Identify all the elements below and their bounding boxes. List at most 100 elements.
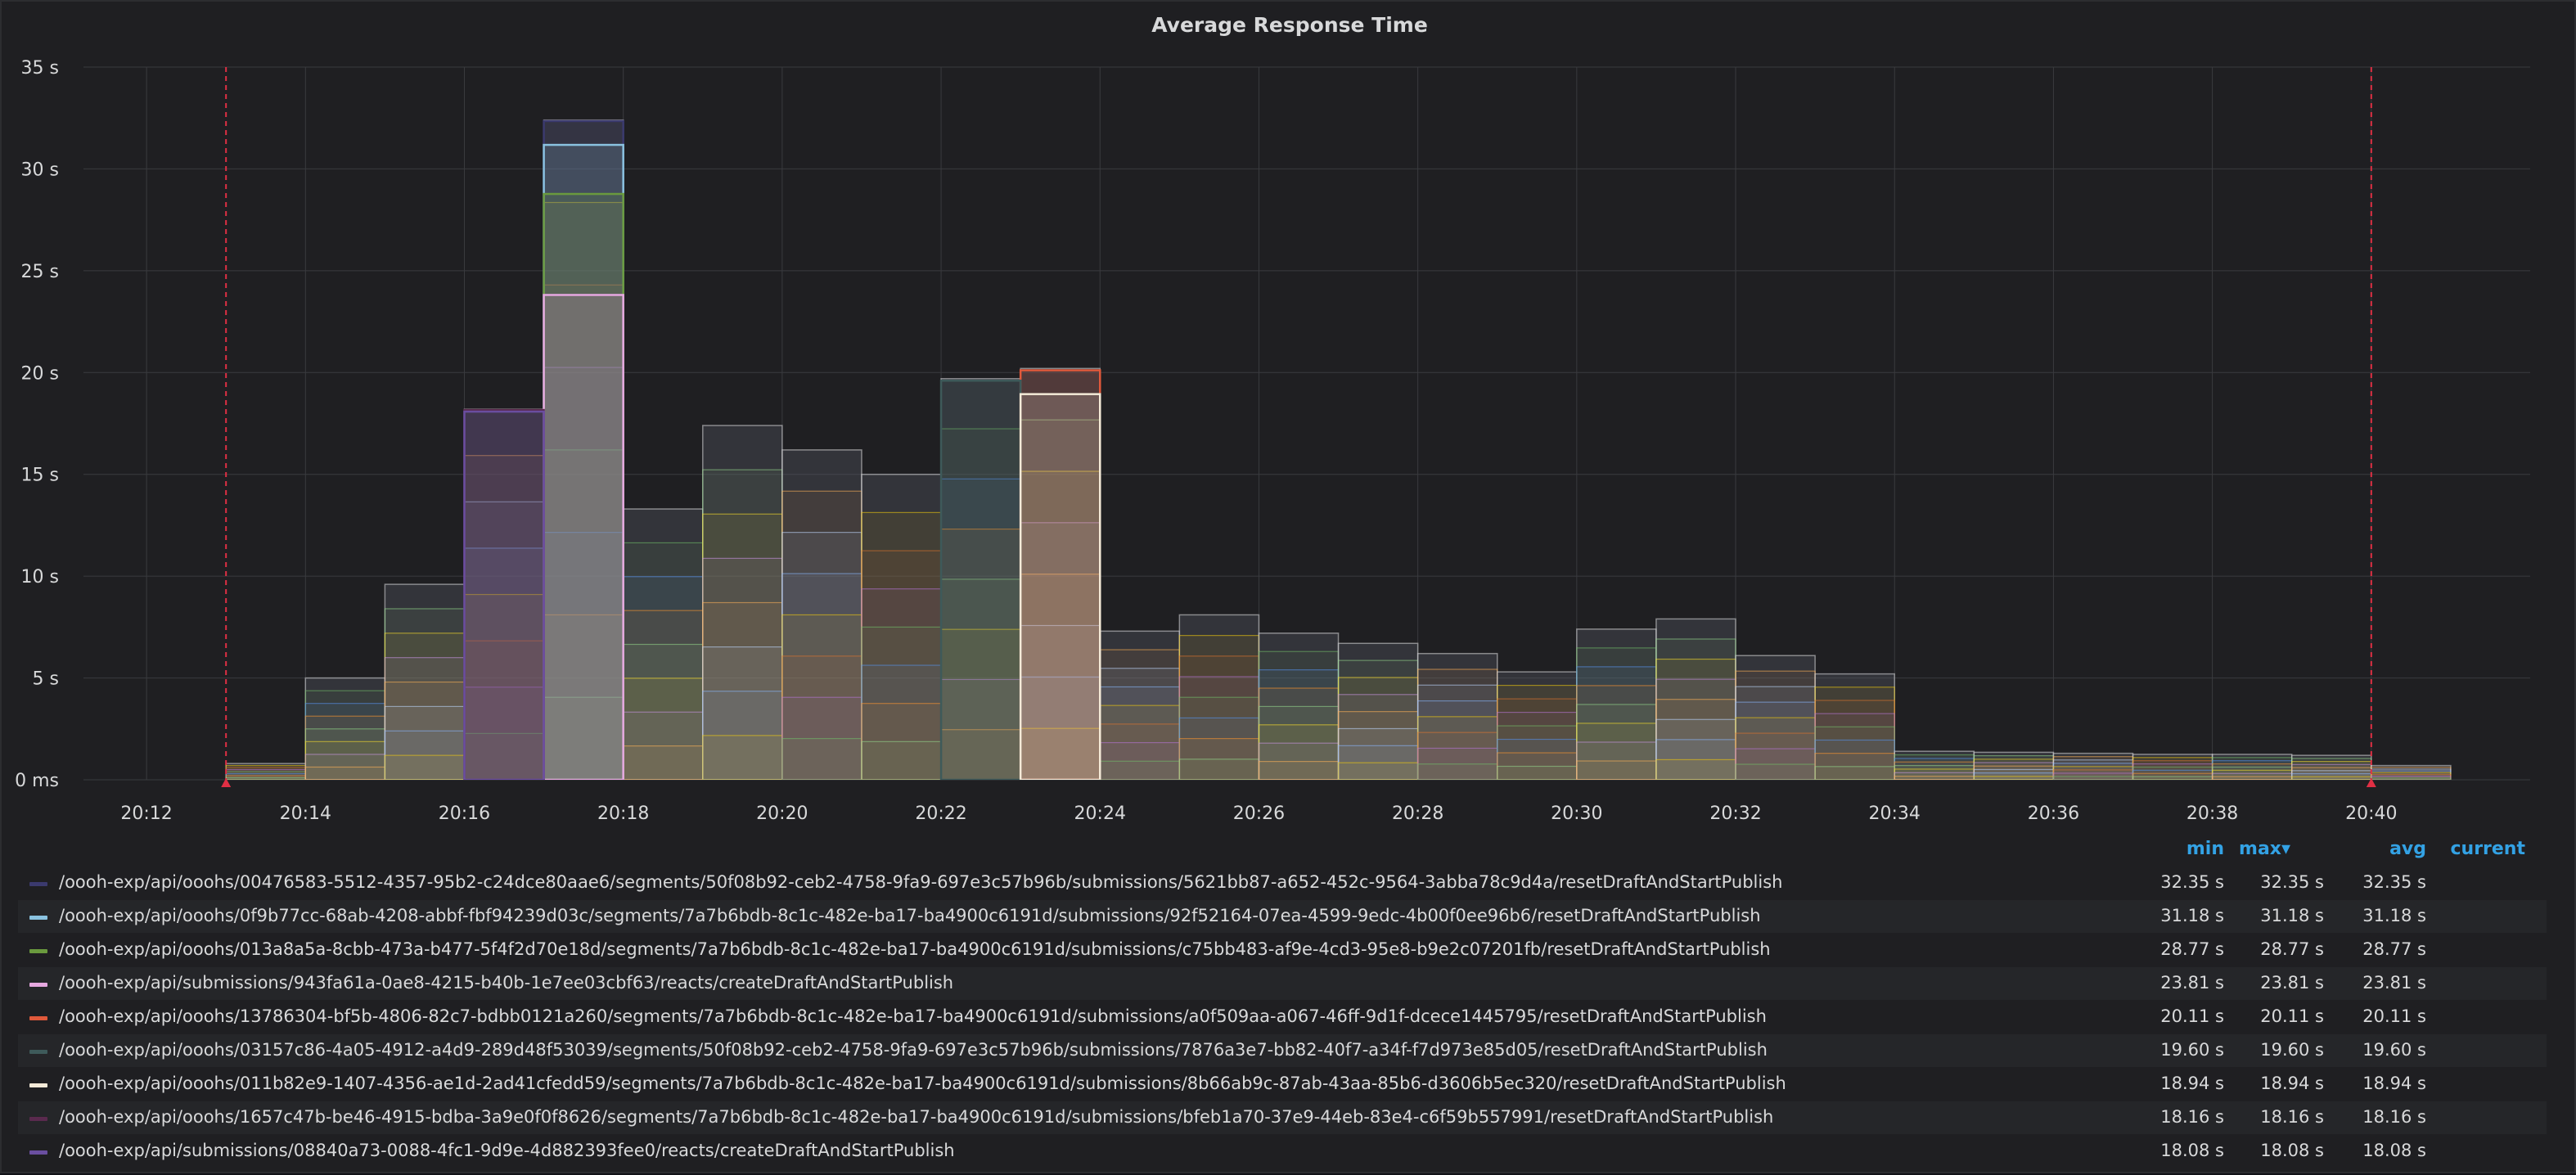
bucket-layer: [781, 490, 862, 780]
bucket-layer: [623, 542, 704, 780]
y-tick-label: 5 s: [33, 669, 59, 690]
series-max: 23.81 s: [2260, 973, 2324, 993]
bucket-layer: [1497, 684, 1578, 780]
series-step: [1019, 393, 1101, 780]
legend-row[interactable]: /oooh-exp/api/submissions/943fa61a-0ae8-…: [18, 967, 2547, 1000]
chart-annotations: [221, 67, 2376, 787]
series-max: 18.94 s: [2260, 1074, 2324, 1093]
series-name[interactable]: /oooh-exp/api/ooohs/013a8a5a-8cbb-473a-b…: [59, 939, 1771, 959]
x-axis: 20:12 20:14 20:16 20:18 20:20 20:22 20:24 20:26…: [120, 804, 2397, 824]
series-color-swatch[interactable]: [29, 1117, 47, 1121]
series-name[interactable]: /oooh-exp/api/submissions/943fa61a-0ae8-…: [59, 973, 954, 993]
series-min: 18.94 s: [2160, 1074, 2224, 1093]
sort-desc-icon[interactable]: ▾: [2281, 839, 2291, 859]
legend-header-min[interactable]: min: [2186, 839, 2224, 859]
y-tick-label: 30 s: [21, 160, 59, 180]
bucket-layer: [1655, 759, 1736, 780]
series-name[interactable]: /oooh-exp/api/ooohs/0f9b77cc-68ab-4208-a…: [59, 906, 1761, 925]
bucket-layer: [384, 705, 466, 780]
legend-row[interactable]: /oooh-exp/api/ooohs/1657c47b-be46-4915-b…: [18, 1101, 2547, 1134]
y-tick-label: 10 s: [21, 567, 59, 588]
bucket-layer: [1178, 676, 1260, 780]
series-avg: 18.08 s: [2362, 1141, 2426, 1160]
series-name[interactable]: /oooh-exp/api/ooohs/1657c47b-be46-4915-b…: [59, 1107, 1774, 1127]
bucket-layer: [1258, 724, 1340, 780]
series-min: 23.81 s: [2160, 973, 2224, 993]
series-color-swatch[interactable]: [29, 1016, 47, 1020]
series-step: [463, 410, 545, 780]
series-color-swatch[interactable]: [29, 1050, 47, 1054]
series-name[interactable]: /oooh-exp/api/ooohs/00476583-5512-4357-9…: [59, 872, 1783, 892]
series-avg: 28.77 s: [2362, 939, 2426, 959]
series-step: [543, 143, 624, 780]
series-max: 18.08 s: [2260, 1141, 2324, 1160]
bucket-layer: [781, 655, 862, 780]
x-tick-label: 20:36: [2028, 804, 2079, 824]
legend-row[interactable]: /oooh-exp/api/ooohs/0f9b77cc-68ab-4208-a…: [18, 900, 2547, 933]
series-color-swatch[interactable]: [29, 949, 47, 953]
legend-header-max[interactable]: max: [2239, 839, 2281, 859]
legend-row[interactable]: /oooh-exp/api/submissions/08840a73-0088-…: [18, 1135, 2547, 1168]
x-tick-label: 20:28: [1392, 804, 1443, 824]
legend-row[interactable]: /oooh-exp/api/ooohs/011b82e9-1407-4356-a…: [18, 1068, 2547, 1101]
chart-series: [463, 119, 1101, 780]
legend-row[interactable]: /oooh-exp/api/ooohs/03157c86-4a05-4912-a…: [18, 1034, 2547, 1067]
series-color-swatch[interactable]: [29, 983, 47, 987]
series-max: 32.35 s: [2260, 872, 2324, 892]
x-tick-label: 20:12: [120, 804, 172, 824]
x-tick-label: 20:26: [1233, 804, 1285, 824]
bucket-layer: [1417, 732, 1498, 780]
bucket-layer: [1973, 755, 2055, 780]
bucket-layer: [1178, 635, 1260, 780]
series-min: 28.77 s: [2160, 939, 2224, 959]
legend-header-current[interactable]: current: [2450, 839, 2525, 859]
response-time-chart[interactable]: 0 ms5 s10 s15 s20 s25 s30 s35 s 20:12 20:…: [2, 2, 2576, 828]
x-tick-label: 20:30: [1551, 804, 1602, 824]
series-name[interactable]: /oooh-exp/api/ooohs/011b82e9-1407-4356-a…: [59, 1074, 1786, 1093]
chart-bars: [225, 119, 2452, 780]
series-color-swatch[interactable]: [29, 882, 47, 886]
bucket-layer: [1497, 738, 1578, 780]
bucket-layer: [1258, 651, 1340, 780]
series-max: 31.18 s: [2260, 906, 2324, 925]
bucket-layer: [861, 664, 942, 780]
y-tick-label: 25 s: [21, 262, 59, 282]
series-step: [939, 379, 1022, 780]
series-color-swatch[interactable]: [29, 916, 47, 920]
bucket-layer: [304, 690, 385, 780]
series-min: 20.11 s: [2160, 1006, 2224, 1026]
series-color-swatch[interactable]: [29, 1150, 47, 1155]
bucket-layer: [861, 511, 942, 780]
series-avg: 20.11 s: [2362, 1006, 2426, 1026]
bucket-layer: [702, 469, 783, 780]
bucket-layer: [543, 696, 624, 780]
x-tick-label: 20:40: [2345, 804, 2397, 824]
legend-row[interactable]: /oooh-exp/api/ooohs/13786304-bf5b-4806-8…: [18, 1001, 2547, 1033]
series-name[interactable]: /oooh-exp/api/submissions/08840a73-0088-…: [59, 1141, 955, 1160]
series-name[interactable]: /oooh-exp/api/ooohs/13786304-bf5b-4806-8…: [59, 1006, 1767, 1026]
bucket-layer: [304, 715, 385, 780]
y-axis: 0 ms 5 s 10 s 15 s 20 s 25 s 30 s 35 s: [15, 58, 59, 791]
legend-row[interactable]: /oooh-exp/api/ooohs/00476583-5512-4357-9…: [18, 867, 2547, 899]
legend-header-avg[interactable]: avg: [2389, 839, 2426, 859]
series-avg: 31.18 s: [2362, 906, 2426, 925]
bucket-layer: [1814, 687, 1895, 780]
bucket-layer: [861, 741, 942, 780]
y-tick-label: 15 s: [21, 466, 59, 486]
x-tick-label: 20:18: [597, 804, 649, 824]
series-avg: 32.35 s: [2362, 872, 2426, 892]
series-avg: 19.60 s: [2362, 1040, 2426, 1060]
legend-row[interactable]: /oooh-exp/api/ooohs/013a8a5a-8cbb-473a-b…: [18, 934, 2547, 966]
x-tick-label: 20:14: [280, 804, 331, 824]
bucket-layer: [1655, 718, 1736, 780]
bucket-layer: [1735, 670, 1816, 780]
series-name[interactable]: /oooh-exp/api/ooohs/03157c86-4a05-4912-a…: [59, 1040, 1768, 1060]
bucket-layer: [543, 367, 624, 780]
series-min: 18.16 s: [2160, 1107, 2224, 1127]
series-color-swatch[interactable]: [29, 1083, 47, 1087]
bucket-layer: [304, 741, 385, 780]
panel-title[interactable]: Average Response Time: [1151, 13, 1428, 37]
x-tick-label: 20:34: [1869, 804, 1921, 824]
